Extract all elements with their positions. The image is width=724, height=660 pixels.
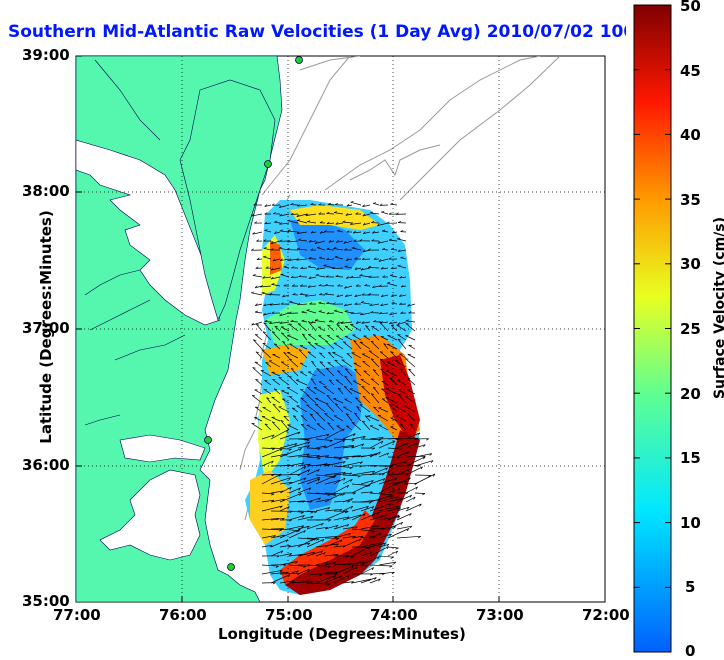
radar-station-marker (228, 564, 235, 571)
velocity-arrowhead (325, 414, 328, 415)
velocity-arrowhead (301, 398, 304, 399)
velocity-arrowhead (380, 352, 383, 353)
velocity-arrow (265, 322, 272, 323)
lon-tick-label: 76:00 (159, 606, 207, 624)
colorbar-tick-label: 35 (680, 191, 701, 209)
lat-tick-label: 36:00 (22, 456, 70, 474)
lon-tick-label: 75:00 (265, 606, 313, 624)
velocity-arrow (307, 448, 320, 449)
velocity-arrowhead (363, 361, 366, 362)
radar-station-marker (265, 161, 272, 168)
lon-tick-label: 77:00 (53, 606, 101, 624)
colorbar-tick-label: 50 (680, 0, 701, 15)
velocity-arrowhead (255, 335, 258, 336)
velocity-arrow (327, 214, 334, 215)
velocity-arrow (329, 322, 334, 323)
colorbar-tick-label: 25 (680, 320, 701, 338)
velocity-arrow (336, 277, 343, 278)
velocity-arrow (311, 205, 316, 206)
velocity-arrowhead (364, 371, 367, 372)
lon-tick-label: 74:00 (370, 606, 418, 624)
colorbar-tick-label: 20 (680, 385, 701, 403)
colorbar-label: Surface Velocity (cm/s) (712, 208, 724, 408)
velocity-arrowhead (381, 389, 384, 390)
velocity-arrowhead (307, 387, 310, 388)
colorbar-tick-label: 15 (680, 449, 701, 467)
lon-tick-label: 72:00 (582, 606, 630, 624)
colorbar-tick-label: 0 (685, 642, 695, 660)
colorbar-tick-label: 40 (680, 126, 701, 144)
velocity-arrow (415, 493, 425, 494)
lat-tick-label: 39:00 (22, 46, 70, 64)
velocity-arrowhead (371, 379, 374, 380)
velocity-arrow (325, 286, 334, 287)
colorbar-tick-label: 10 (680, 514, 701, 532)
radar-station-marker (205, 437, 212, 444)
lon-tick-label: 73:00 (476, 606, 524, 624)
colorbar-tick-label: 5 (685, 578, 695, 596)
velocity-arrowhead (252, 395, 255, 396)
radar-station-marker (296, 57, 303, 64)
y-axis-label: Latitude (Degrees:Minutes) (37, 197, 55, 457)
colorbar-tick-label: 45 (680, 62, 701, 80)
colorbar-tick-label: 30 (680, 255, 701, 273)
velocity-arrowhead (317, 424, 320, 425)
x-axis-label: Longitude (Degrees:Minutes) (218, 625, 466, 643)
